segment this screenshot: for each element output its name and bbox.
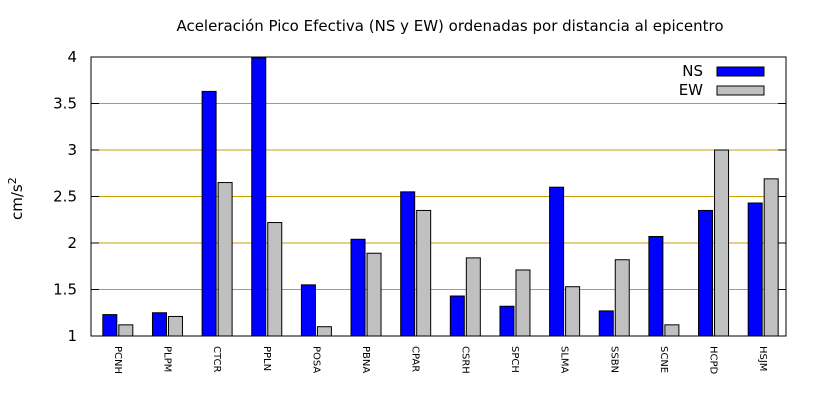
- bar-ew-cpar: [416, 209, 432, 337]
- bar-ns-slma: [549, 186, 565, 337]
- bar-ew-ctcr: [217, 182, 233, 337]
- bar-ew-hsjm: [763, 178, 779, 337]
- bar-ns-scne: [648, 235, 664, 337]
- bar-ew-ppln: [267, 222, 283, 337]
- bar-ns-plpm: [151, 312, 167, 337]
- y-axis-label: cm/s2: [6, 177, 26, 220]
- bar-ew-slma: [565, 286, 581, 337]
- x-tick-label: CTCR: [211, 346, 222, 372]
- bar-ew-posa: [316, 326, 332, 337]
- x-tick-label: SLMA: [559, 346, 570, 374]
- bar-ew-pcnh: [118, 324, 134, 337]
- x-tick-label: PCNH: [112, 346, 123, 374]
- bar-ns-pbna: [350, 238, 366, 337]
- bar-ns-spch: [499, 305, 515, 337]
- legend-label-ns: NS: [682, 62, 703, 80]
- x-tick-label: POSA: [310, 346, 321, 373]
- y-tick-label: 1: [67, 327, 77, 345]
- bars: [102, 57, 779, 337]
- x-tick-label: CPAR: [410, 346, 421, 372]
- x-tick-label: SSBN: [608, 346, 619, 373]
- grid: [91, 103, 786, 290]
- bar-ns-csrh: [449, 295, 465, 337]
- bar-ns-hcpd: [698, 209, 714, 337]
- bar-ew-ssbn: [614, 259, 630, 337]
- bar-ew-plpm: [167, 315, 183, 337]
- bar-ew-csrh: [465, 257, 481, 337]
- bar-ns-posa: [300, 284, 316, 337]
- y-axis-label-superscript: 2: [6, 177, 19, 184]
- y-tick-label: 4: [67, 48, 77, 66]
- y-axis: 1 1.5 2 2.5 3 3.5 4: [53, 48, 786, 345]
- y-tick-label: 2: [67, 234, 77, 252]
- legend-swatch-ns: [716, 66, 765, 77]
- bar-ns-ssbn: [598, 310, 614, 337]
- y-tick-label: 3.5: [53, 95, 77, 113]
- bar-ns-ctcr: [201, 90, 217, 337]
- bar-ns-ppln: [251, 57, 267, 337]
- y-tick-label: 2.5: [53, 188, 77, 206]
- legend-swatch-ew: [716, 85, 765, 96]
- bar-ns-pcnh: [102, 314, 118, 337]
- x-tick-label: HSJM: [757, 346, 768, 371]
- x-tick-label: SCNE: [658, 346, 669, 373]
- x-tick-label: SPCH: [509, 346, 520, 373]
- bar-ew-hcpd: [714, 149, 730, 337]
- bar-ew-scne: [664, 324, 680, 337]
- bar-ns-cpar: [400, 191, 416, 337]
- x-tick-label: PLPM: [161, 346, 172, 372]
- chart-title: Aceleración Pico Efectiva (NS y EW) orde…: [176, 17, 723, 35]
- x-axis: PCNH PLPM CTCR PPLN POSA PBNA CPAR CSRH SPCH SLMA…: [112, 346, 768, 375]
- x-tick-label: PBNA: [360, 346, 371, 373]
- y-axis-label-text: cm/s: [8, 184, 26, 220]
- x-tick-label: CSRH: [459, 346, 470, 374]
- bar-ew-pbna: [366, 252, 382, 337]
- x-tick-label: PPLN: [261, 346, 272, 371]
- bar-ew-spch: [515, 269, 531, 337]
- y-tick-label: 3: [67, 141, 77, 159]
- y-tick-label: 1.5: [53, 281, 77, 299]
- x-tick-label: HCPD: [708, 346, 719, 375]
- legend-label-ew: EW: [679, 81, 703, 99]
- bar-ns-hsjm: [747, 202, 763, 337]
